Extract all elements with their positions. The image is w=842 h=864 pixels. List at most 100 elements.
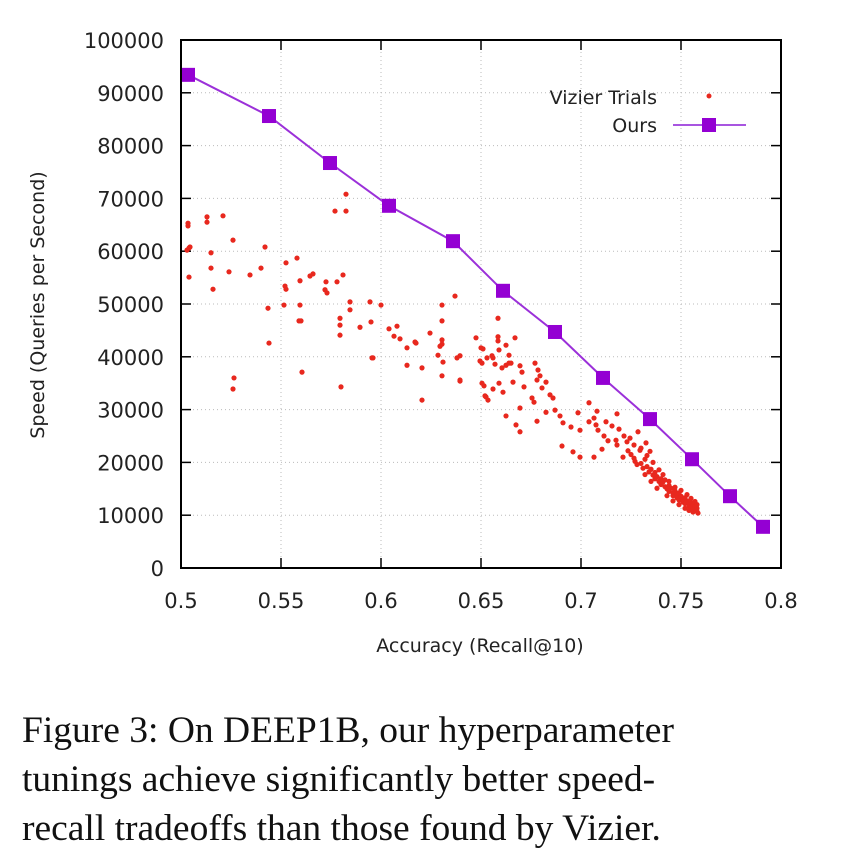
vizier-trial-point bbox=[208, 250, 214, 256]
vizier-trial-point bbox=[337, 322, 343, 328]
vizier-trial-point bbox=[419, 397, 425, 403]
vizier-trial-point bbox=[495, 338, 501, 344]
ours-point bbox=[262, 109, 276, 124]
vizier-trial-point bbox=[648, 466, 654, 472]
vizier-trial-point bbox=[323, 279, 329, 285]
vizier-trial-point bbox=[499, 365, 505, 371]
vizier-trial-point bbox=[568, 424, 574, 430]
vizier-trial-point bbox=[506, 352, 512, 358]
vizier-trial-point bbox=[490, 386, 496, 392]
vizier-trial-point bbox=[644, 452, 650, 459]
vizier-trial-point bbox=[543, 409, 549, 415]
vizier-trial-point bbox=[513, 422, 519, 428]
vizier-trial-point bbox=[495, 334, 501, 340]
vizier-trial-point bbox=[586, 400, 592, 406]
legend-label-vizier-trials: Vizier Trials bbox=[550, 87, 657, 109]
vizier-trial-point bbox=[534, 377, 540, 383]
vizier-trial-point bbox=[404, 362, 410, 368]
vizier-trial-point bbox=[473, 335, 479, 341]
vizier-trial-point bbox=[397, 336, 403, 342]
ours-point bbox=[756, 519, 770, 534]
vizier-trial-point bbox=[591, 415, 597, 421]
vizier-trial-point bbox=[535, 367, 541, 373]
vizier-trial-point bbox=[670, 498, 676, 504]
vizier-trial-point bbox=[621, 433, 627, 439]
vizier-trial-point bbox=[299, 369, 305, 375]
vizier-trial-point bbox=[343, 191, 349, 197]
vizier-trial-point bbox=[457, 378, 463, 384]
vizier-trial-point bbox=[210, 286, 216, 292]
vizier-trial-point bbox=[357, 324, 363, 330]
y-tick-label: 40000 bbox=[97, 346, 164, 370]
vizier-trial-point bbox=[686, 507, 692, 514]
vizier-trial-point bbox=[534, 418, 540, 424]
vizier-trial-point bbox=[660, 471, 666, 478]
vizier-trial-point bbox=[624, 439, 630, 445]
vizier-trial-point bbox=[427, 330, 433, 336]
vizier-trial-point bbox=[208, 265, 214, 271]
x-tick-label: 0.7 bbox=[564, 589, 597, 613]
y-tick-label: 60000 bbox=[97, 240, 164, 264]
vizier-trial-point bbox=[258, 265, 264, 271]
vizier-trial-point bbox=[647, 448, 653, 454]
vizier-trial-point bbox=[337, 315, 343, 321]
vizier-trial-point bbox=[605, 438, 611, 444]
vizier-trial-point bbox=[560, 420, 566, 426]
vizier-trial-point bbox=[519, 369, 525, 375]
vizier-trial-point bbox=[247, 272, 253, 278]
vizier-trial-point bbox=[510, 379, 516, 385]
vizier-trial-point bbox=[517, 405, 523, 411]
vizier-trial-point bbox=[577, 454, 583, 460]
vizier-trial-point bbox=[394, 323, 400, 329]
vizier-trial-point bbox=[186, 274, 192, 280]
vizier-trial-point bbox=[638, 460, 644, 467]
vizier-trial-point bbox=[577, 427, 583, 433]
x-axis-title: Accuracy (Recall@10) bbox=[376, 635, 583, 657]
vizier-trial-point bbox=[489, 353, 495, 359]
vizier-trial-point bbox=[439, 302, 445, 308]
vizier-trial-point bbox=[609, 423, 615, 429]
vizier-trial-point bbox=[672, 484, 678, 490]
vizier-trial-point bbox=[230, 386, 236, 392]
vizier-trial-point bbox=[614, 442, 620, 448]
vizier-trial-point bbox=[638, 445, 644, 451]
vizier-trial-point bbox=[503, 413, 509, 419]
vizier-trial-point bbox=[570, 449, 576, 455]
vizier-trial-point bbox=[367, 299, 373, 305]
vizier-trial-point bbox=[310, 271, 316, 277]
vizier-trial-point bbox=[654, 474, 660, 480]
vizier-trial-point bbox=[281, 302, 287, 308]
vizier-trial-point bbox=[368, 319, 374, 325]
vizier-trial-point bbox=[496, 380, 502, 386]
vizier-trial-point bbox=[666, 478, 672, 485]
ours-line bbox=[187, 73, 764, 528]
vizier-trial-point bbox=[694, 502, 700, 508]
y-tick-label: 80000 bbox=[97, 135, 164, 159]
x-tick-label: 0.75 bbox=[658, 589, 705, 613]
vizier-trial-point bbox=[204, 219, 210, 225]
vizier-trial-point bbox=[391, 333, 397, 339]
vizier-trial-point bbox=[404, 345, 410, 351]
vizier-trial-point bbox=[262, 244, 268, 250]
vizier-trial-point bbox=[482, 393, 488, 399]
vizier-trial-point bbox=[614, 411, 620, 417]
vizier-trial-point bbox=[613, 437, 619, 443]
vizier-trial-point bbox=[283, 260, 289, 266]
legend-label-ours: Ours bbox=[612, 115, 657, 137]
y-tick-label: 50000 bbox=[97, 293, 164, 317]
vizier-trial-point bbox=[338, 384, 344, 390]
vizier-trial-point bbox=[654, 485, 660, 491]
vizier-trial-point bbox=[378, 302, 384, 308]
vizier-trial-point bbox=[668, 485, 674, 491]
vizier-trial-point bbox=[440, 359, 446, 365]
vizier-trial-point bbox=[419, 365, 425, 371]
vizier-trial-point bbox=[595, 427, 601, 433]
y-tick-label: 20000 bbox=[97, 451, 164, 475]
vizier-trial-point bbox=[575, 410, 581, 416]
vizier-trial-point bbox=[690, 509, 696, 515]
vizier-trial-point bbox=[439, 373, 445, 379]
vizier-trial-point bbox=[187, 244, 193, 250]
vizier-trial-point bbox=[662, 477, 668, 483]
vizier-trial-point bbox=[347, 307, 353, 313]
ours-point bbox=[496, 283, 510, 298]
